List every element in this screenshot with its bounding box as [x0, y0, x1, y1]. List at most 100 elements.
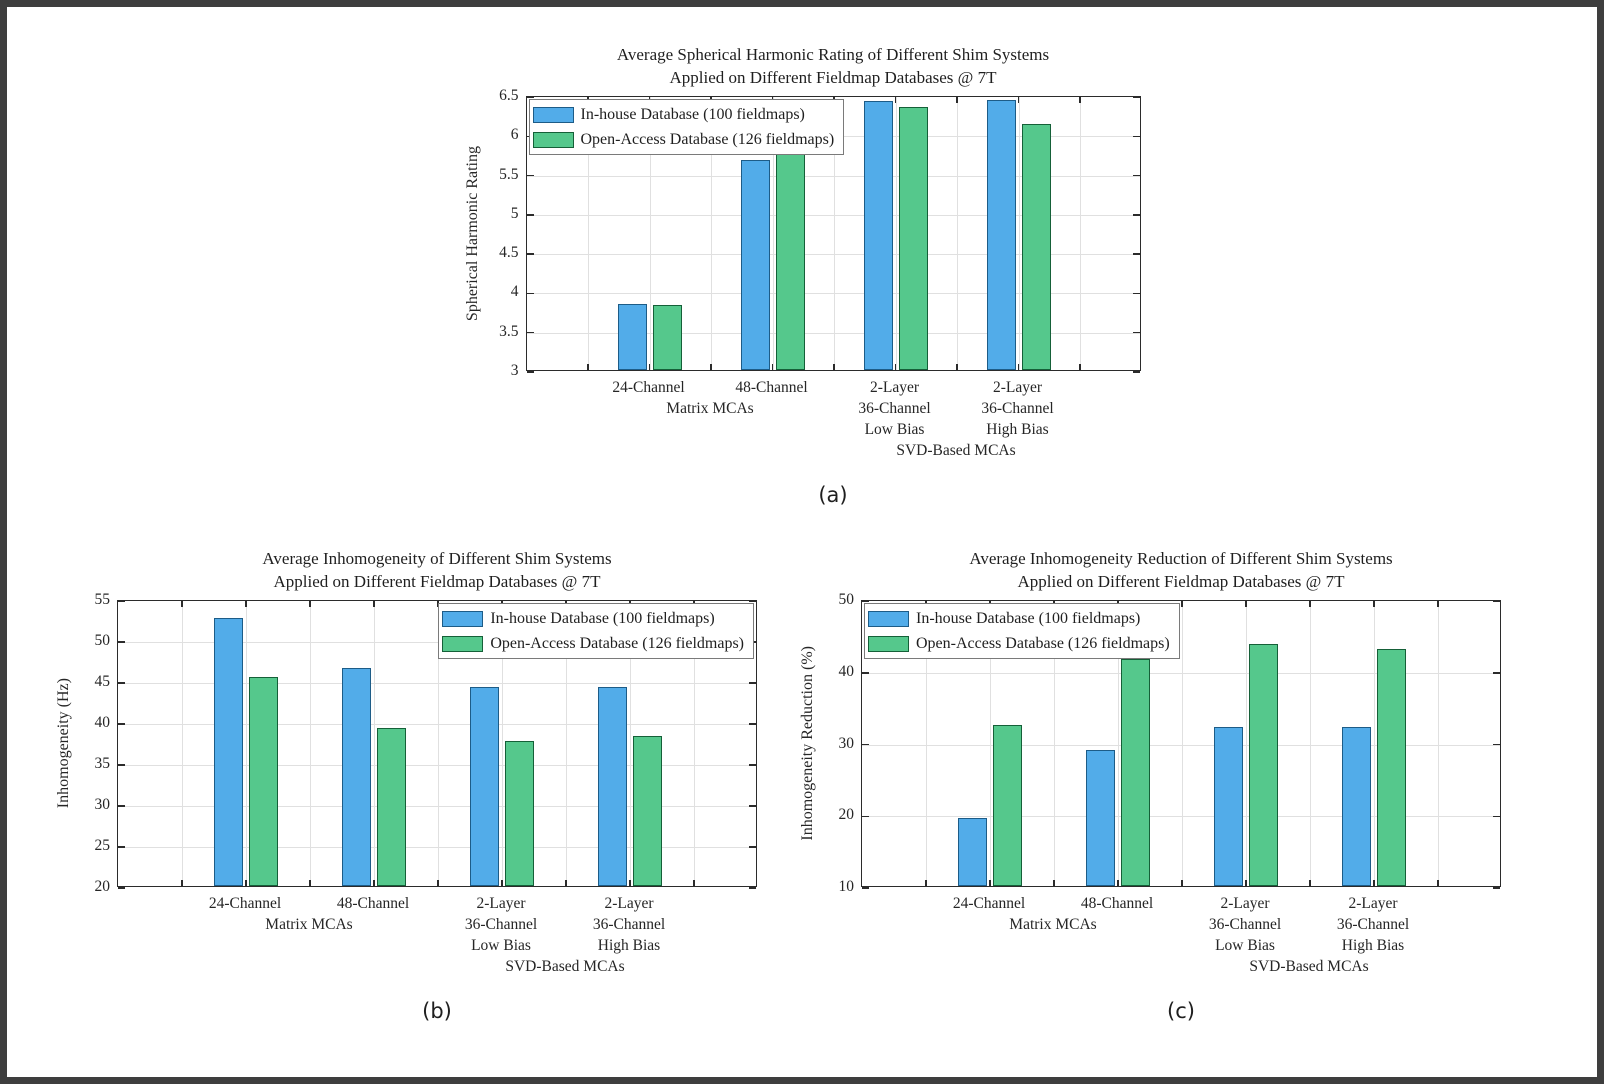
y-axis-label: Inhomogeneity (Hz)	[55, 678, 72, 809]
y-tick-mark	[1132, 174, 1140, 177]
v-gridline	[926, 601, 927, 886]
y-tick-mark	[862, 743, 869, 746]
y-tick-mark	[526, 174, 534, 177]
y-tick-label: 45	[94, 673, 111, 690]
x-tick-mark	[894, 97, 897, 103]
x-tick-label-4: 2-Layer 36-Channel High Bias	[981, 379, 1054, 438]
h-gridline	[118, 765, 756, 766]
y-axis-label: Spherical Harmonic Rating	[463, 145, 481, 322]
x-axis-labels: 24-Channel 48-Channel 2-Layer 36-Channel L…	[861, 887, 1501, 983]
y-axis-label: Inhomogeneity Reduction (%)	[799, 646, 816, 841]
y-tick-mark	[118, 887, 125, 889]
v-gridline	[957, 97, 958, 370]
x-tick-mark	[309, 880, 311, 886]
y-tick-label: 50	[94, 632, 111, 649]
y-tick-mark	[118, 723, 125, 725]
bar-inhouse-3	[1214, 727, 1243, 886]
v-gridline	[1310, 601, 1311, 886]
v-gridline	[246, 601, 247, 886]
y-tick-label: 6	[510, 126, 519, 144]
legend-row: In-house Database (100 fieldmaps)	[532, 102, 835, 127]
y-tick-mark	[749, 887, 756, 889]
legend-label: In-house Database (100 fieldmaps)	[580, 105, 805, 123]
y-tick-mark	[118, 682, 125, 684]
bar-openaccess-1	[652, 304, 682, 370]
y-axis-tick-labels: 10 20 30 40 50	[823, 591, 861, 895]
bar-inhouse-3	[470, 686, 499, 886]
x-group-label: SVD-Based MCAs	[896, 442, 1016, 459]
y-tick-mark	[526, 253, 534, 255]
x-tick-mark	[1309, 880, 1311, 886]
bar-inhouse-2	[740, 160, 770, 370]
v-gridline	[895, 97, 897, 370]
x-axis-labels: 24-Channel 48-Channel 2-Layer 36-Channel L…	[117, 887, 757, 983]
x-tick-label-1: 24-Channel	[208, 895, 282, 912]
y-tick-mark	[749, 764, 756, 766]
chart-title-line1: Average Inhomogeneity of Different Shim …	[262, 549, 612, 568]
h-gridline	[118, 642, 756, 643]
legend-row: Open-Access Database (126 fieldmaps)	[532, 127, 835, 152]
x-tick-mark	[771, 364, 774, 370]
y-tick-mark	[118, 846, 125, 848]
legend-label: Open-Access Database (126 fieldmaps)	[580, 130, 835, 148]
y-tick-mark	[526, 331, 534, 334]
chart-title-line2: Applied on Different Fieldmap Databases …	[669, 68, 997, 87]
x-tick-mark	[373, 601, 375, 607]
bar-inhouse-1	[617, 304, 647, 370]
bar-inhouse-4	[986, 99, 1016, 370]
v-gridline	[182, 601, 183, 886]
v-gridline	[694, 601, 695, 886]
chart-body: Spherical Harmonic Rating 3 3.5 4 4.5 5 5.5 6 6…	[463, 87, 1141, 379]
y-tick-label: 3.5	[499, 322, 519, 340]
v-gridline	[438, 601, 439, 886]
y-tick-mark	[1132, 214, 1140, 216]
y-tick-mark	[1493, 743, 1500, 746]
x-tick-mark	[1017, 97, 1020, 103]
v-gridline	[502, 601, 503, 886]
x-tick-mark	[181, 601, 183, 607]
x-tick-label-3: 2-Layer 36-Channel Low Bias	[1208, 895, 1282, 954]
h-gridline	[118, 806, 756, 807]
v-gridline	[772, 97, 774, 370]
x-tick-mark	[1373, 601, 1375, 607]
chart-title-line1: Average Inhomogeneity Reduction of Diffe…	[969, 549, 1393, 568]
v-gridline	[1054, 601, 1055, 886]
y-tick-mark	[1493, 672, 1500, 674]
legend-label: Open-Access Database (126 fieldmaps)	[490, 634, 744, 652]
v-gridline	[566, 601, 567, 886]
legend-row: In-house Database (100 fieldmaps)	[442, 606, 744, 631]
x-group-label: Matrix MCAs	[265, 916, 353, 933]
x-tick-mark	[710, 364, 712, 370]
y-tick-label: 50	[838, 591, 855, 608]
y-tick-label: 20	[838, 806, 855, 824]
v-gridline	[310, 601, 311, 886]
y-tick-label: 40	[838, 662, 855, 680]
h-gridline	[526, 254, 1140, 256]
v-gridline	[630, 601, 631, 886]
x-tick-label-1: 24-Channel	[952, 895, 1026, 912]
bar-inhouse-2	[1086, 750, 1115, 886]
v-gridline	[711, 97, 712, 370]
x-tick-mark	[1437, 601, 1439, 607]
y-tick-mark	[526, 96, 534, 98]
y-tick-label: 30	[94, 796, 111, 813]
h-gridline	[862, 744, 1500, 746]
y-tick-mark	[118, 764, 125, 766]
x-tick-mark	[956, 97, 958, 103]
x-tick-mark	[245, 880, 247, 886]
h-gridline	[526, 332, 1140, 334]
h-gridline	[862, 816, 1500, 818]
x-group-label: SVD-Based MCAs	[505, 958, 625, 975]
y-tick-mark	[1132, 135, 1140, 138]
x-tick-mark	[925, 880, 927, 886]
y-tick-mark	[1132, 371, 1140, 373]
legend: In-house Database (100 fieldmaps) Open-Ac…	[528, 99, 845, 155]
x-group-label: Matrix MCAs	[1009, 916, 1097, 933]
v-gridline	[588, 97, 589, 370]
x-tick-mark	[1053, 880, 1055, 886]
caption-b: (b)	[422, 999, 452, 1023]
bar-openaccess-4	[1377, 649, 1406, 886]
bar-openaccess-2	[775, 153, 805, 370]
legend-swatch-openaccess	[532, 131, 574, 148]
